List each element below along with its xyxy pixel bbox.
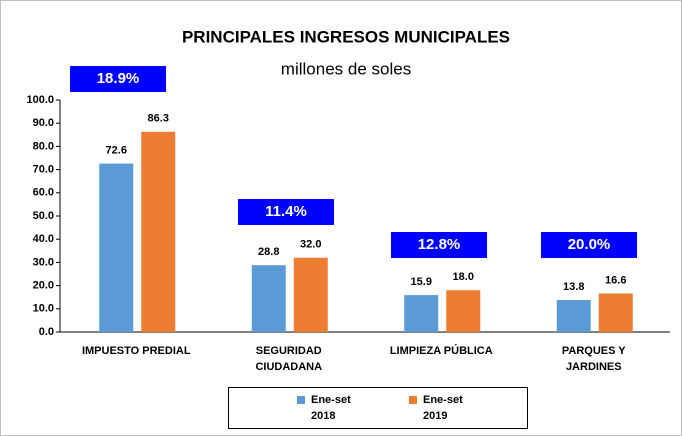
y-tick-label: 50.0 xyxy=(33,210,54,222)
x-tick-label: LIMPIEZA PÚBLICA xyxy=(389,345,493,357)
data-label: 13.8 xyxy=(563,281,584,293)
y-tick-label: 90.0 xyxy=(33,117,54,129)
bar xyxy=(556,299,591,332)
legend-label: Ene-set 2019 xyxy=(423,394,463,422)
bar xyxy=(141,131,176,332)
data-label: 32.0 xyxy=(300,239,321,251)
y-tick-label: 10.0 xyxy=(33,303,54,315)
bar xyxy=(99,163,134,332)
data-label: 15.9 xyxy=(411,276,432,288)
legend-label: Ene-set 2018 xyxy=(311,394,351,422)
y-tick-label: 0.0 xyxy=(39,326,54,338)
bar xyxy=(446,290,481,332)
bar xyxy=(251,265,286,332)
y-tick-label: 70.0 xyxy=(33,164,54,176)
y-tick-label: 80.0 xyxy=(33,140,54,152)
chart-title: PRINCIPALES INGRESOS MUNICIPALES xyxy=(182,27,510,46)
y-tick-label: 100.0 xyxy=(26,94,54,106)
data-label: 18.0 xyxy=(453,271,474,283)
chart-subtitle: millones de soles xyxy=(281,59,411,78)
growth-annotation: 12.8% xyxy=(391,232,487,258)
legend-swatch xyxy=(409,396,417,404)
x-tick-label: PARQUES Y JARDINES xyxy=(561,345,626,373)
y-tick-label: 60.0 xyxy=(33,187,54,199)
data-label: 72.6 xyxy=(106,144,127,156)
data-label: 86.3 xyxy=(148,113,169,125)
y-tick-label: 20.0 xyxy=(33,280,54,292)
x-tick-label: IMPUESTO PREDIAL xyxy=(81,345,191,357)
legend-item: Ene-set 2018 xyxy=(297,392,371,424)
y-tick-label: 40.0 xyxy=(33,233,54,245)
bar xyxy=(293,257,328,332)
growth-annotation: 18.9% xyxy=(70,66,166,92)
x-tick-label: SEGURIDAD CIUDADANA xyxy=(255,345,323,373)
legend-item: Ene-set 2019 xyxy=(409,392,483,424)
legend: Ene-set 2018 Ene-set 2019 xyxy=(228,387,528,429)
growth-annotation: 20.0% xyxy=(541,232,637,258)
legend-swatch xyxy=(297,396,305,404)
bar xyxy=(404,295,439,332)
data-label: 28.8 xyxy=(258,246,279,258)
growth-annotation: 11.4% xyxy=(238,199,334,225)
y-tick-label: 30.0 xyxy=(33,256,54,268)
data-label: 16.6 xyxy=(605,274,626,286)
bar xyxy=(598,293,633,332)
